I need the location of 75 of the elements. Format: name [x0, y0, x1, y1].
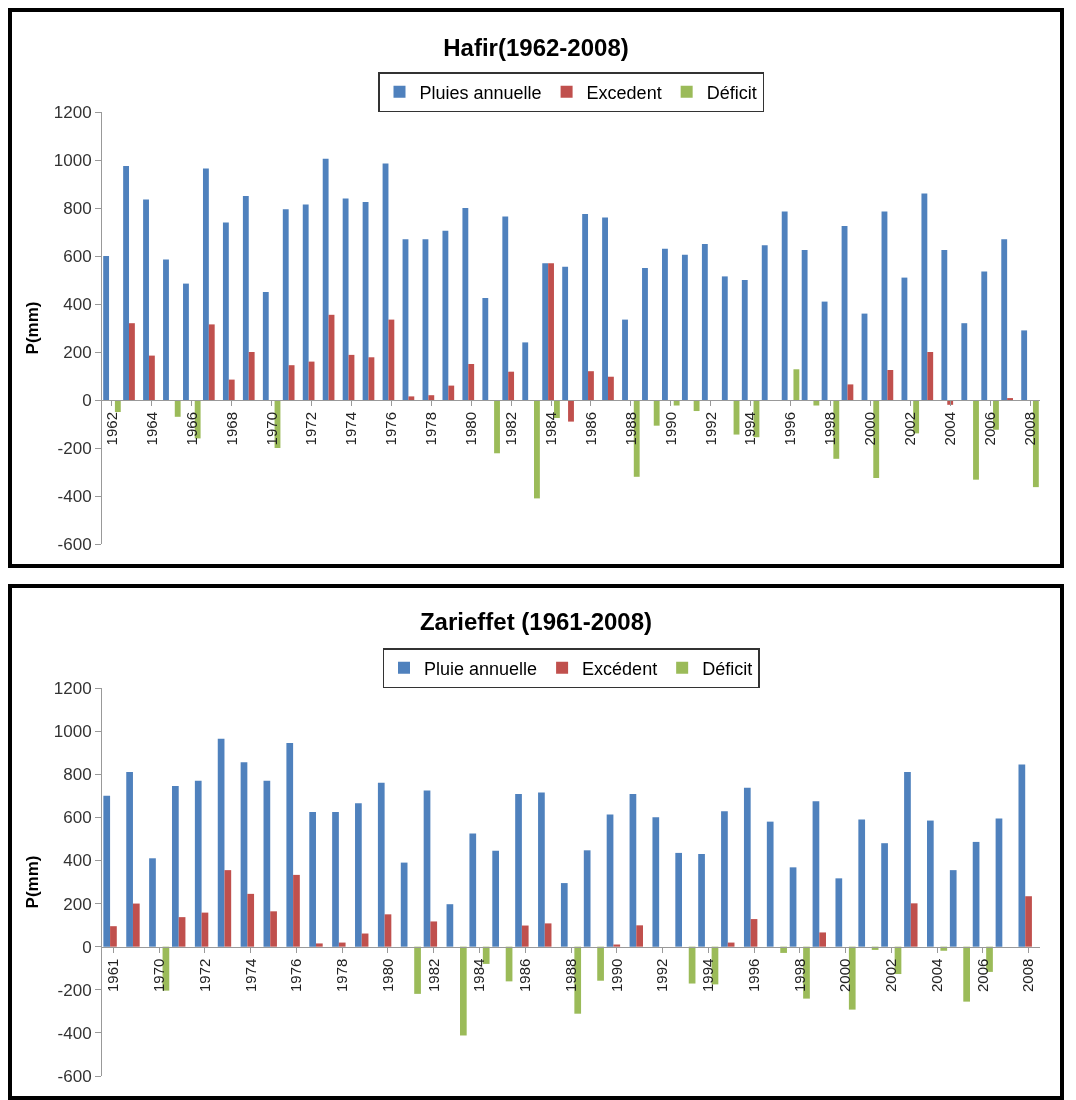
x-tick-label: 1996: [781, 412, 799, 446]
y-tick-label: 600: [63, 246, 92, 266]
x-tick-label: 1976: [382, 412, 400, 446]
x-tick-label: 1961: [104, 958, 122, 993]
y-tick-label: 400: [63, 294, 92, 314]
x-tick-label: 2000: [861, 412, 879, 446]
x-tick-label: 2004: [927, 958, 945, 993]
y-tick-label: 600: [63, 808, 92, 828]
x-tick-label: 1994: [741, 412, 759, 446]
y-tick-label: 400: [63, 851, 92, 871]
y-tick-label: -600: [57, 1066, 92, 1086]
y-tick-label: 800: [63, 198, 92, 218]
legend-label: Déficit: [702, 658, 753, 679]
y-tick-label: 200: [63, 894, 92, 914]
x-tick-label: 1962: [102, 412, 120, 446]
y-tick-label: 1000: [53, 722, 92, 742]
x-tick-label: 1998: [821, 412, 839, 446]
y-tick-label: -200: [57, 438, 92, 458]
legend-label: Excédent: [582, 658, 658, 679]
x-tick-label: 1978: [422, 412, 440, 446]
x-tick-label: 1970: [262, 412, 280, 446]
x-tick-label: 1996: [744, 958, 762, 993]
x-tick-label: 2004: [941, 412, 959, 446]
x-tick-label: 1980: [378, 958, 396, 993]
x-tick-label: 1992: [701, 412, 719, 446]
y-axis-title: P(mm): [23, 301, 43, 355]
y-axis-title: P(mm): [23, 855, 43, 909]
x-tick-label: 2006: [973, 958, 991, 993]
x-tick-label: 1978: [333, 958, 351, 993]
x-tick-label: 1964: [142, 412, 160, 446]
y-tick-label: 1000: [53, 150, 92, 170]
x-tick-label: 1988: [561, 958, 579, 993]
x-tick-label: 1974: [241, 958, 259, 993]
x-tick-label: 1982: [502, 412, 520, 446]
legend-label: Excedent: [586, 82, 662, 103]
x-tick-label: 1974: [342, 412, 360, 446]
x-tick-label: 1994: [699, 958, 717, 993]
x-tick-label: 1966: [182, 412, 200, 446]
y-tick-label: 800: [63, 765, 92, 785]
x-tick-label: 1998: [790, 958, 808, 993]
legend-label: Pluie annuelle: [424, 658, 538, 679]
y-tick-label: 1200: [53, 102, 92, 122]
x-tick-label: 1986: [581, 412, 599, 446]
chart-title: Zarieffet (1961-2008): [419, 608, 653, 636]
x-tick-label: 2008: [1020, 412, 1038, 446]
x-tick-label: 1990: [607, 958, 625, 993]
x-tick-label: 1984: [541, 412, 559, 446]
x-tick-label: 2000: [836, 958, 854, 993]
x-tick-label: 1990: [661, 412, 679, 446]
y-tick-label: -400: [57, 486, 92, 506]
x-tick-label: 1968: [222, 412, 240, 446]
x-tick-label: 2006: [980, 412, 998, 446]
x-tick-label: 1984: [470, 958, 488, 993]
y-tick-label: -600: [57, 534, 92, 554]
x-tick-label: 1988: [621, 412, 639, 446]
y-tick-label: 1200: [53, 678, 92, 698]
x-tick-label: 2002: [882, 958, 900, 993]
y-tick-label: -400: [57, 1023, 92, 1043]
y-tick-label: 0: [82, 390, 92, 410]
y-tick-label: 0: [82, 937, 92, 957]
x-tick-label: 2002: [901, 412, 919, 446]
x-tick-label: 1970: [150, 958, 168, 993]
x-tick-label: 1976: [287, 958, 305, 993]
x-tick-label: 2008: [1019, 958, 1037, 993]
x-tick-label: 1982: [424, 958, 442, 993]
y-tick-label: 200: [63, 342, 92, 362]
chart-title: Hafir(1962-2008): [443, 34, 629, 62]
legend-label: Pluies annuelle: [419, 82, 542, 103]
x-tick-label: 1980: [462, 412, 480, 446]
x-tick-label: 1986: [516, 958, 534, 993]
y-tick-label: -200: [57, 980, 92, 1000]
x-tick-label: 1992: [653, 958, 671, 993]
x-tick-label: 1972: [302, 412, 320, 446]
legend-label: Déficit: [706, 82, 757, 103]
x-tick-label: 1972: [195, 958, 213, 993]
